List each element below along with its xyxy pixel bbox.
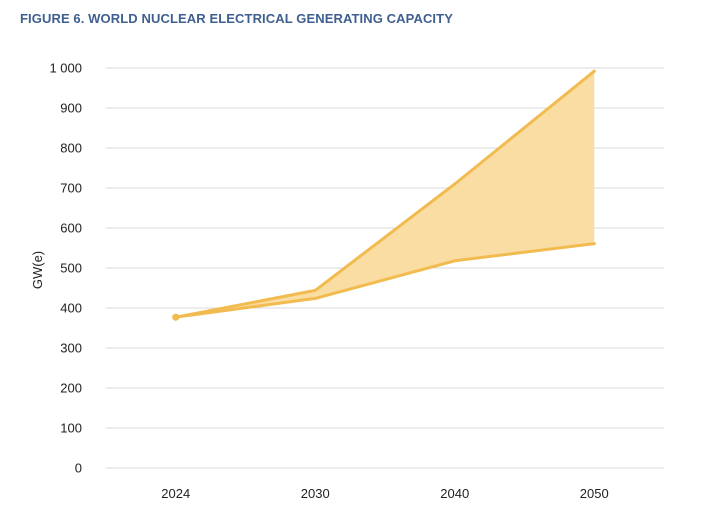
y-tick-label: 300 [60,341,82,356]
low-series-line [174,242,596,319]
data-point [453,259,457,263]
data-point [453,182,457,186]
y-tick-label: 400 [60,301,82,316]
y-tick-label: 600 [60,221,82,236]
data-point [592,242,596,246]
data-point [592,69,596,73]
y-tick-label: 900 [60,101,82,116]
x-tick-label: 2024 [161,486,190,501]
y-tick-label: 800 [60,141,82,156]
y-tick-label: 500 [60,261,82,276]
y-tick-label: 1 000 [49,61,82,76]
y-tick-label: 100 [60,421,82,436]
y-tick-label: 0 [75,461,82,476]
y-axis-ticks: 0 100 200 300 400 500 600 700 800 900 1 000 [49,61,82,476]
x-tick-label: 2040 [440,486,469,501]
data-point [313,296,317,300]
x-tick-label: 2050 [580,486,609,501]
y-tick-label: 700 [60,181,82,196]
y-tick-label: 200 [60,381,82,396]
high-series-line [174,69,596,319]
data-point [172,313,180,321]
x-tick-label: 2030 [301,486,330,501]
x-axis-ticks: 2024 2030 2040 2050 [161,486,608,501]
chart-title: FIGURE 6. WORLD NUCLEAR ELECTRICAL GENER… [20,11,453,26]
y-axis-label: GW(e) [30,251,45,289]
data-point [313,288,317,292]
series-lines [172,69,596,321]
